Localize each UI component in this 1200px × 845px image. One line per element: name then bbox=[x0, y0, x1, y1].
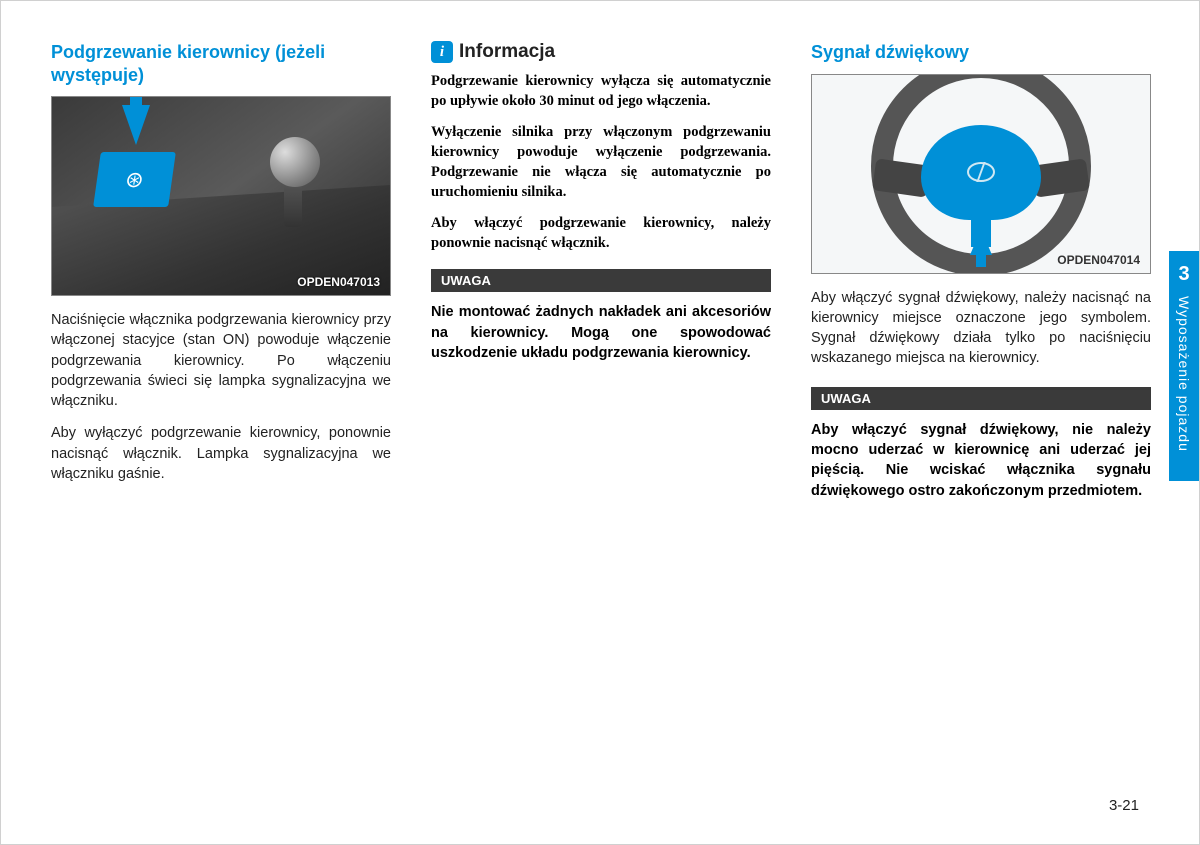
shift-stem-shape bbox=[284, 182, 302, 227]
figure-center-console: ⊛ OPDEN047013 bbox=[51, 96, 391, 296]
info-paragraph: Aby włączyć podgrzewanie kierownicy, nal… bbox=[431, 213, 771, 254]
notice-tag: UWAGA bbox=[811, 387, 1151, 410]
heater-button-highlight: ⊛ bbox=[93, 152, 176, 207]
chapter-number: 3 bbox=[1178, 263, 1189, 286]
arrow-up-icon bbox=[970, 229, 992, 255]
arrow-down-icon bbox=[122, 105, 150, 145]
notice-tag: UWAGA bbox=[431, 269, 771, 292]
figure-code: OPDEN047014 bbox=[1057, 253, 1140, 267]
paragraph: Naciśnięcie włącznika podgrzewania kiero… bbox=[51, 310, 391, 411]
info-header: i Informacja bbox=[431, 41, 771, 63]
column-left: Podgrzewanie kierownicy (jeżeli występuj… bbox=[51, 41, 391, 801]
column-right: Sygnał dźwiękowy OPDEN047014 Aby włączyć… bbox=[811, 41, 1151, 801]
page-number: 3-21 bbox=[1109, 797, 1139, 814]
column-middle: i Informacja Podgrzewanie kierownicy wył… bbox=[431, 41, 771, 801]
heading-heated-steering: Podgrzewanie kierownicy (jeżeli występuj… bbox=[51, 41, 391, 86]
info-icon: i bbox=[431, 41, 453, 63]
notice-text: Nie montować żadnych nakładek ani akceso… bbox=[431, 302, 771, 363]
hyundai-logo-icon bbox=[967, 162, 995, 182]
info-paragraph: Podgrzewanie kierownicy wyłącza się auto… bbox=[431, 71, 771, 112]
paragraph: Aby wyłączyć podgrzewanie kierownicy, po… bbox=[51, 423, 391, 484]
chapter-tab: 3 Wyposażenie pojazdu bbox=[1169, 251, 1199, 481]
paragraph: Aby włączyć sygnał dźwiękowy, należy nac… bbox=[811, 288, 1151, 369]
info-title: Informacja bbox=[459, 41, 555, 63]
figure-code: OPDEN047013 bbox=[297, 275, 380, 289]
figure-steering-wheel: OPDEN047014 bbox=[811, 74, 1151, 274]
chapter-title: Wyposażenie pojazdu bbox=[1176, 296, 1192, 452]
info-paragraph: Wyłączenie silnika przy włączonym podgrz… bbox=[431, 122, 771, 203]
notice-text: Aby włączyć sygnał dźwiękowy, nie należy… bbox=[811, 420, 1151, 501]
shift-knob-shape bbox=[270, 137, 320, 187]
heading-horn: Sygnał dźwiękowy bbox=[811, 41, 1151, 64]
console-illustration: ⊛ bbox=[52, 97, 390, 295]
manual-page: Podgrzewanie kierownicy (jeżeli występuj… bbox=[51, 41, 1151, 801]
